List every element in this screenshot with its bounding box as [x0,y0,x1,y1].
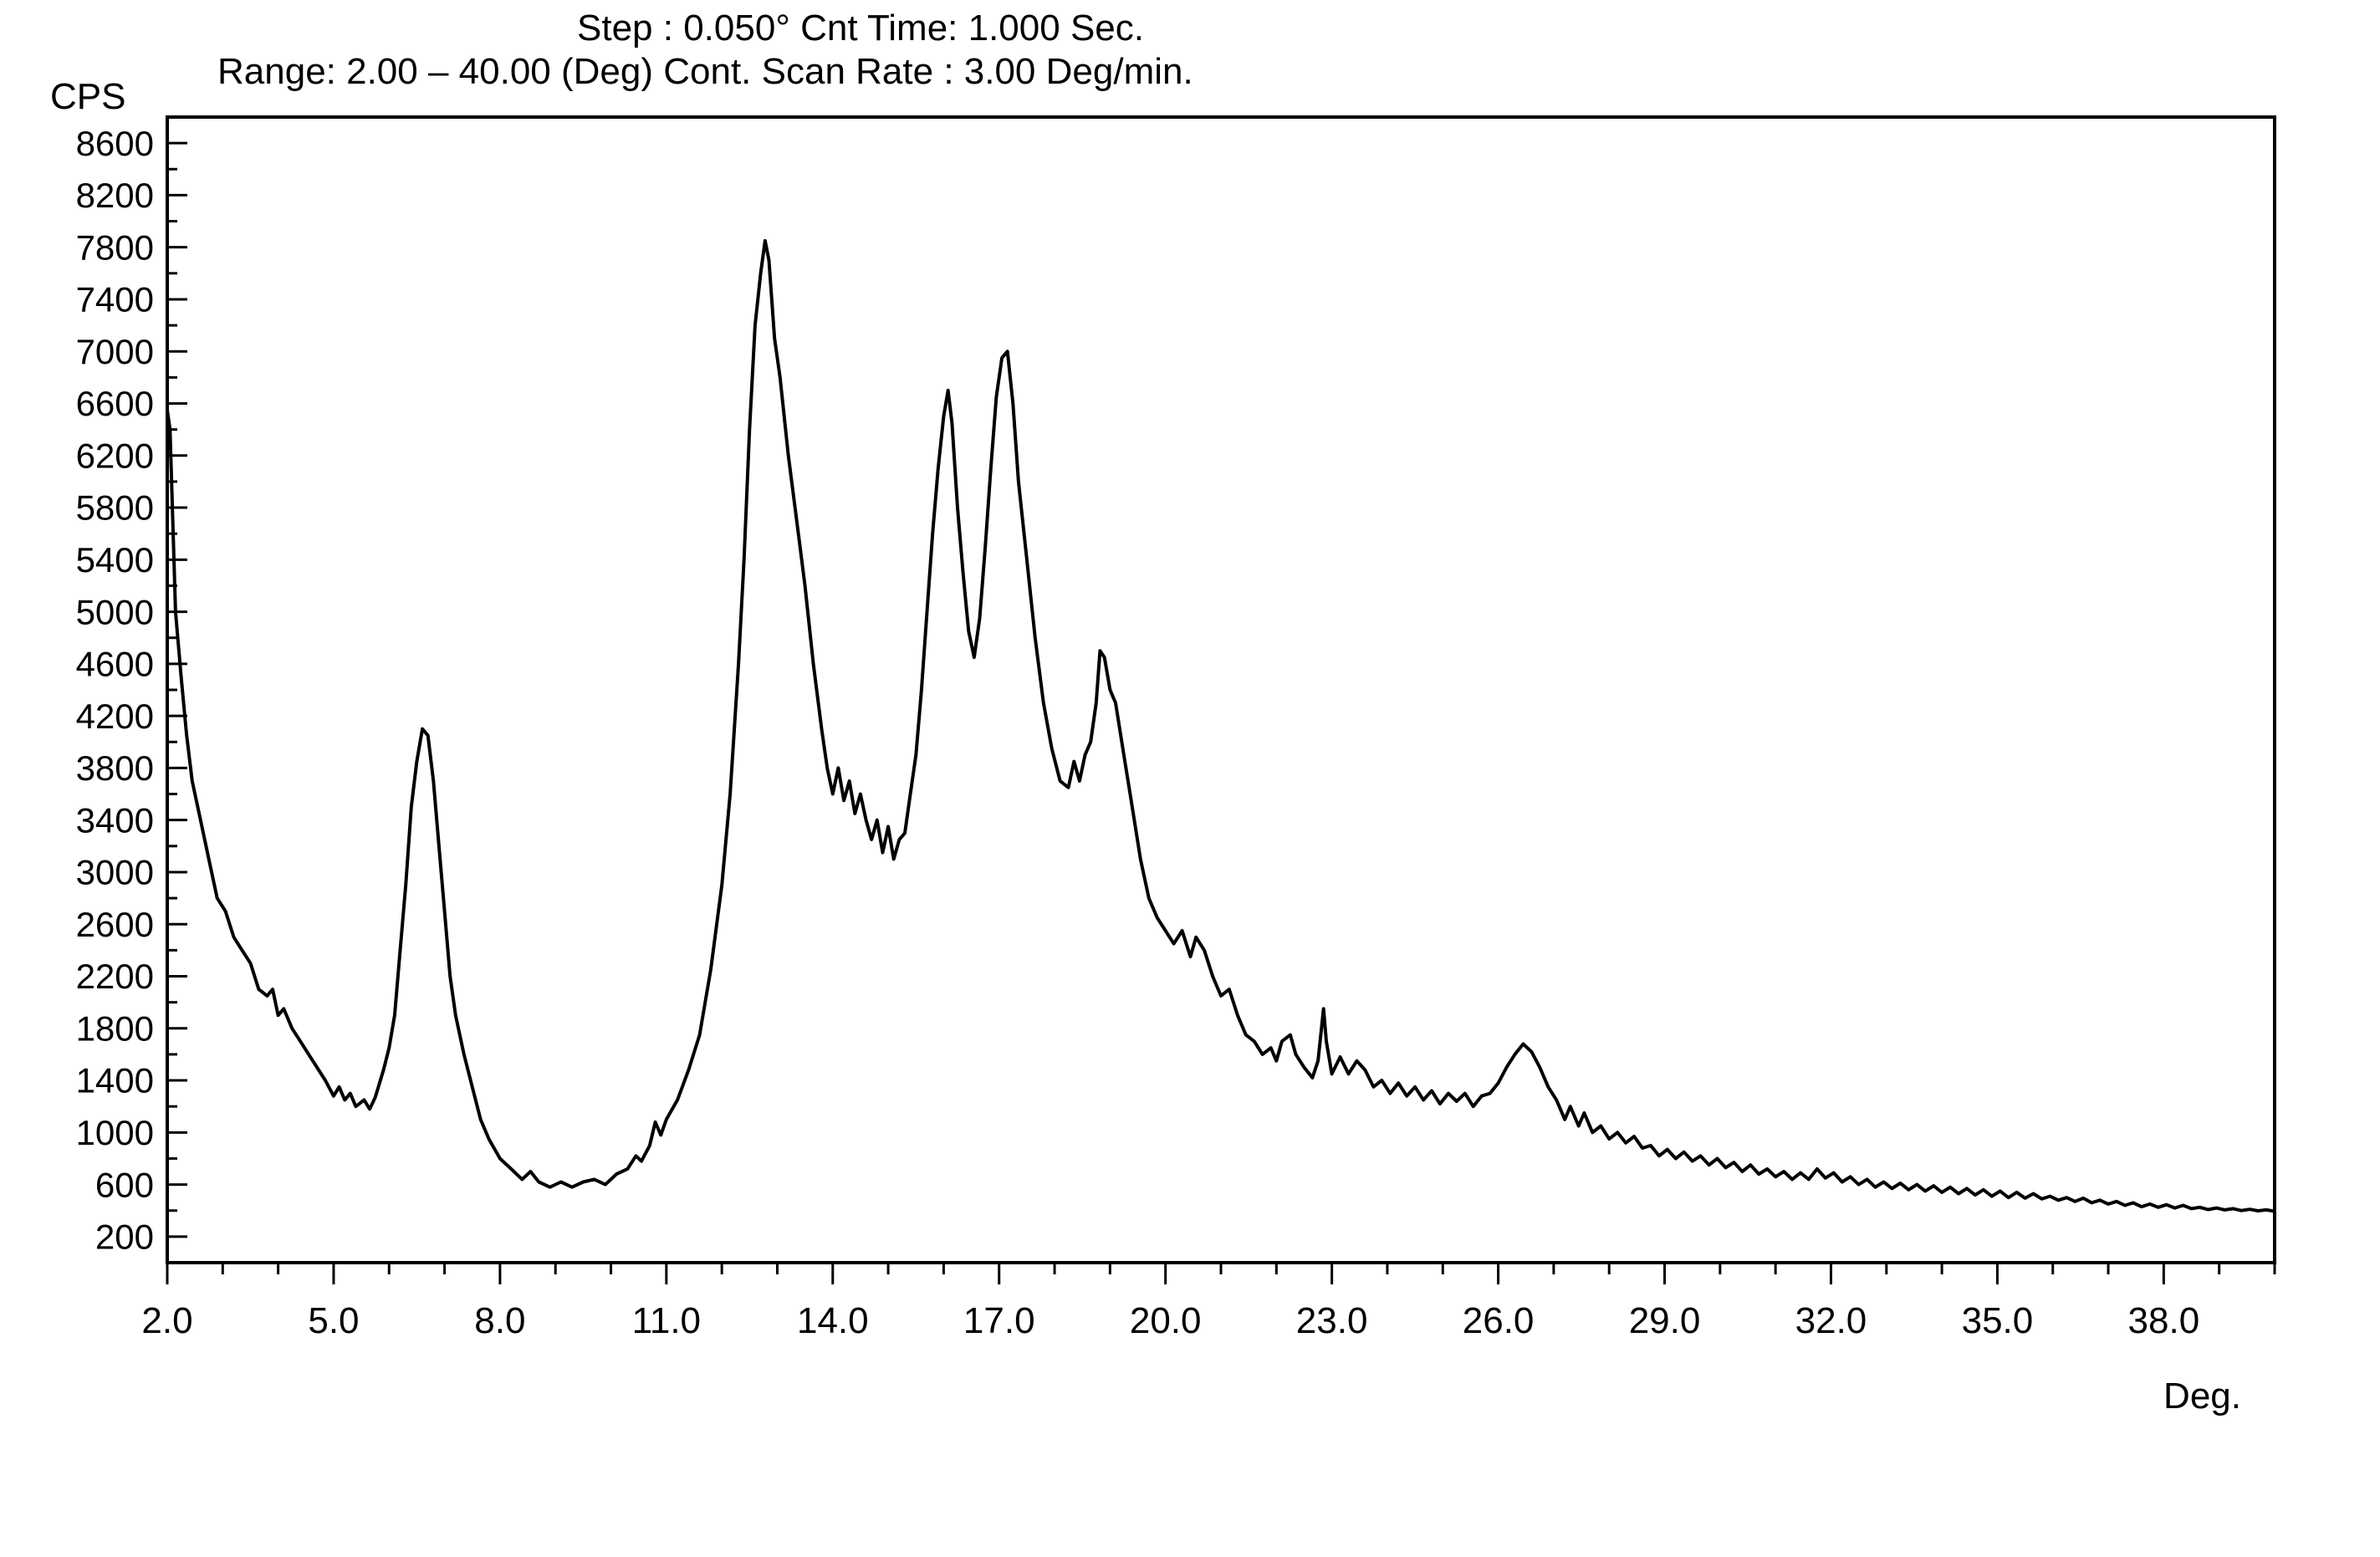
x-tick-label: 26.0 [1463,1300,1535,1341]
x-tick-label: 11.0 [632,1300,701,1341]
y-tick-label: 4600 [76,645,154,684]
y-tick-label: 3000 [76,853,154,892]
x-tick-label: 14.0 [797,1300,869,1341]
y-tick-label: 1000 [76,1113,154,1152]
y-tick-label: 200 [95,1218,154,1257]
y-tick-label: 8200 [76,176,154,215]
xrd-chart-svg: Step : 0.050° Cnt Time: 1.000 Sec.Range:… [0,0,2380,1557]
y-tick-label: 600 [95,1165,154,1204]
y-tick-label: 3400 [76,800,154,840]
x-tick-label: 29.0 [1629,1300,1701,1341]
x-tick-label: 20.0 [1130,1300,1202,1341]
y-axis-label: CPS [50,76,125,117]
y-tick-label: 3800 [76,748,154,788]
y-tick-label: 5800 [76,488,154,528]
y-tick-label: 1800 [76,1008,154,1048]
y-tick-label: 7400 [76,280,154,319]
y-tick-label: 2600 [76,905,154,944]
x-axis-label: Deg. [2163,1376,2241,1417]
x-tick-label: 35.0 [1962,1300,2034,1341]
x-tick-label: 23.0 [1296,1300,1368,1341]
x-tick-label: 17.0 [963,1300,1035,1341]
x-tick-label: 8.0 [474,1300,525,1341]
header-line-2: Range: 2.00 – 40.00 (Deg) Cont. Scan Rat… [217,51,1193,92]
y-tick-label: 2200 [76,957,154,996]
x-tick-label: 5.0 [308,1300,359,1341]
y-tick-label: 4200 [76,697,154,736]
y-tick-label: 6600 [76,384,154,423]
x-tick-label: 2.0 [141,1300,192,1341]
xrd-chart-container: Step : 0.050° Cnt Time: 1.000 Sec.Range:… [0,0,2380,1557]
plot-border [167,117,2275,1263]
y-tick-label: 5400 [76,540,154,579]
x-tick-label: 38.0 [2128,1300,2200,1341]
y-tick-label: 8600 [76,124,154,163]
y-tick-label: 1400 [76,1061,154,1100]
y-tick-label: 7000 [76,332,154,371]
x-tick-label: 32.0 [1795,1300,1867,1341]
y-tick-label: 6200 [76,436,154,475]
y-tick-label: 7800 [76,227,154,267]
header-line-1: Step : 0.050° Cnt Time: 1.000 Sec. [577,8,1144,48]
y-tick-label: 5000 [76,592,154,631]
